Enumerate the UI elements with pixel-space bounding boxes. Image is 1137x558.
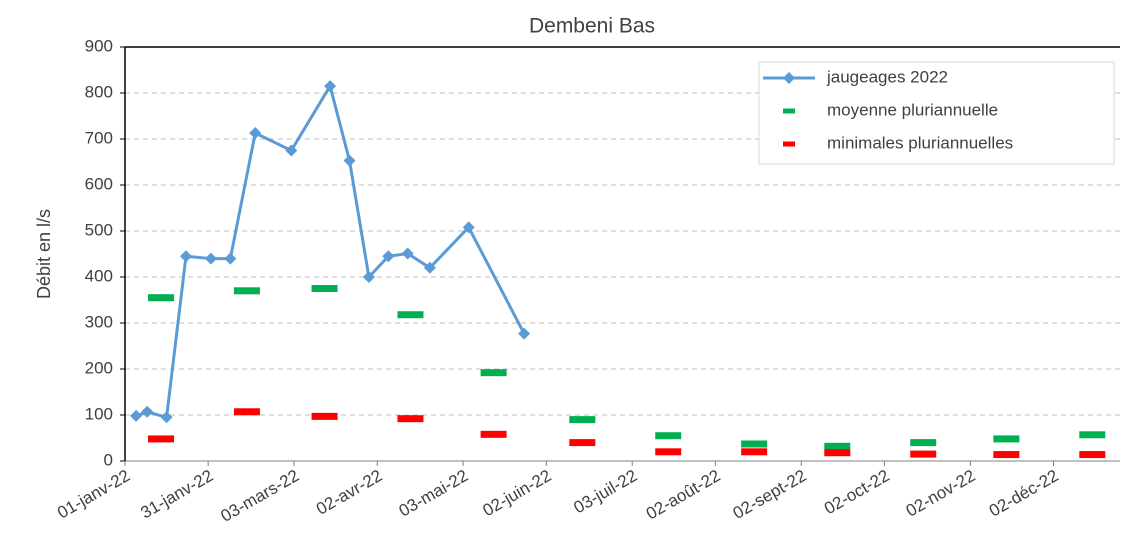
data-point	[423, 261, 436, 274]
chart-title: Dembeni Bas	[529, 15, 655, 38]
y-tick-label: 300	[85, 312, 113, 331]
data-dash	[148, 435, 175, 443]
data-dash	[824, 449, 851, 457]
y-tick-label: 800	[85, 82, 113, 101]
data-dash	[993, 435, 1020, 443]
data-point	[204, 252, 217, 265]
x-tick-label: 03-mars-22	[218, 466, 303, 526]
data-dash	[311, 412, 338, 420]
data-dash	[1079, 451, 1106, 459]
data-dash	[910, 439, 937, 447]
data-point	[343, 154, 356, 167]
data-dash	[993, 451, 1020, 459]
data-dash	[910, 450, 937, 458]
x-tick-label: 02-avr-22	[313, 466, 386, 519]
data-point	[249, 127, 262, 140]
data-dash	[655, 448, 682, 456]
y-tick-label: 400	[85, 266, 113, 285]
data-dash	[480, 369, 507, 377]
x-tick-label: 01-janv-22	[54, 466, 133, 523]
data-point	[462, 221, 475, 234]
data-dash	[741, 440, 768, 448]
y-axis-label: Débit en l/s	[34, 209, 54, 299]
data-point	[362, 271, 375, 283]
data-dash	[233, 287, 260, 295]
data-dash	[569, 416, 596, 424]
x-tick-label: 31-janv-22	[137, 466, 216, 523]
y-tick-label: 100	[85, 404, 113, 423]
x-tick-label: 02-déc-22	[986, 466, 1062, 521]
legend-label: jaugeages 2022	[826, 67, 948, 86]
data-point	[382, 250, 395, 263]
data-point	[285, 144, 298, 157]
x-tick-label: 03-mai-22	[396, 466, 472, 521]
y-tick-label: 700	[85, 128, 113, 147]
data-point	[141, 405, 154, 418]
legend-label: minimales pluriannuelles	[827, 133, 1013, 152]
x-tick-label: 02-oct-22	[821, 466, 893, 518]
y-tick-label: 200	[85, 358, 113, 377]
legend-marker	[783, 72, 795, 84]
data-line	[135, 82, 526, 420]
data-dash	[480, 430, 507, 438]
x-tick-label: 02-août-22	[643, 466, 724, 524]
data-dash	[397, 311, 424, 319]
x-tick-label: 02-juin-22	[480, 466, 555, 520]
y-tick-label: 900	[85, 36, 113, 55]
legend-marker	[783, 108, 795, 114]
data-dash	[569, 439, 596, 447]
data-point	[179, 250, 192, 263]
x-tick-label: 03-juil-22	[570, 466, 640, 517]
data-point	[224, 252, 237, 265]
legend-marker	[783, 141, 795, 147]
data-point	[160, 411, 173, 424]
legend-label: moyenne pluriannuelle	[827, 100, 998, 119]
data-dash	[741, 448, 768, 456]
data-point	[401, 247, 414, 260]
data-point	[130, 409, 143, 422]
data-dash	[311, 285, 338, 292]
data-dash	[148, 294, 175, 302]
y-tick-label: 0	[104, 450, 113, 469]
data-point	[324, 80, 337, 93]
data-dash	[233, 408, 260, 416]
legend-box	[758, 61, 1115, 165]
x-tick-label: 02-sept-22	[730, 466, 810, 523]
data-point	[518, 327, 531, 340]
y-tick-label: 500	[85, 220, 113, 239]
data-dash	[824, 442, 851, 450]
y-tick-label: 600	[85, 174, 113, 193]
data-dash	[655, 432, 682, 440]
data-dash	[397, 415, 424, 423]
x-tick-label: 02-nov-22	[903, 466, 979, 521]
data-dash	[1079, 431, 1106, 439]
